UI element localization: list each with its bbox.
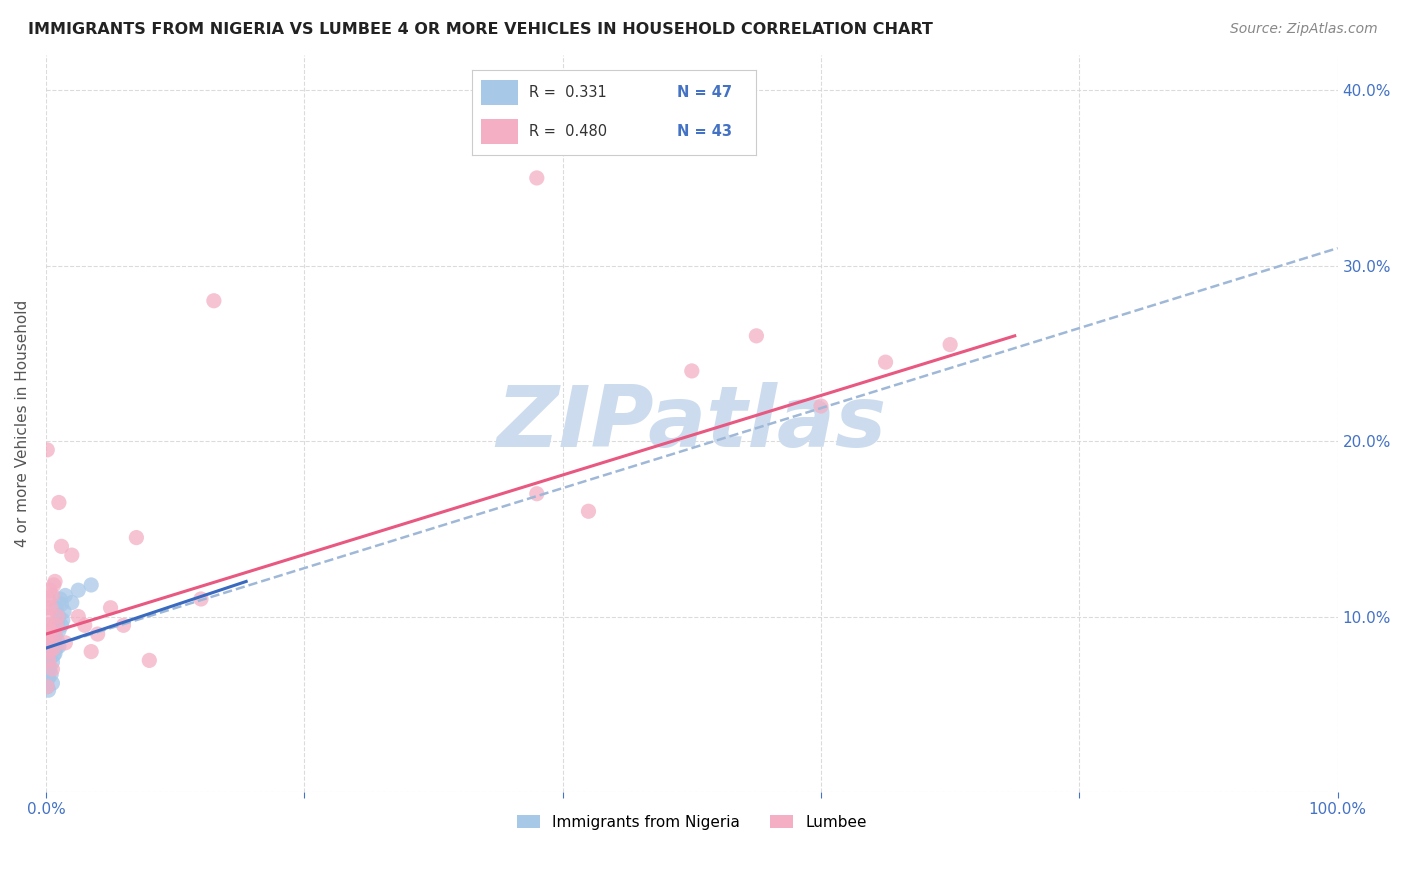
Point <box>46 615 69 629</box>
Point <box>42 641 65 656</box>
Point <box>39 645 62 659</box>
Point <box>745 328 768 343</box>
Point <box>38 592 60 607</box>
Point <box>38 636 60 650</box>
Point <box>67 583 90 598</box>
Point <box>38 583 60 598</box>
Point <box>42 620 65 634</box>
Point <box>37 609 59 624</box>
Point <box>38 653 60 667</box>
Point <box>60 548 83 562</box>
Point <box>681 364 703 378</box>
Point <box>48 640 70 654</box>
Text: ZIPatlas: ZIPatlas <box>496 382 887 465</box>
Point <box>37 665 59 680</box>
Point <box>46 609 69 624</box>
Point <box>41 662 63 676</box>
Point <box>41 676 63 690</box>
Point <box>49 592 72 607</box>
Legend: Immigrants from Nigeria, Lumbee: Immigrants from Nigeria, Lumbee <box>510 809 873 836</box>
Point <box>37 636 59 650</box>
Point <box>37 680 59 694</box>
Point <box>41 655 63 669</box>
Point <box>38 624 60 638</box>
Point <box>41 589 63 603</box>
Point <box>38 658 60 673</box>
Point <box>44 618 66 632</box>
Point <box>37 618 59 632</box>
Point <box>38 651 60 665</box>
Point <box>38 640 60 654</box>
Point <box>52 613 75 627</box>
Point <box>48 624 70 638</box>
Point <box>578 504 600 518</box>
Point <box>38 683 60 698</box>
Point <box>51 540 73 554</box>
Point <box>42 648 65 662</box>
Point <box>86 627 108 641</box>
Point <box>38 618 60 632</box>
Point <box>53 636 76 650</box>
Point <box>38 631 60 645</box>
Point <box>41 636 63 650</box>
Point <box>46 634 69 648</box>
Point <box>38 627 60 641</box>
Point <box>38 645 60 659</box>
Point <box>39 600 62 615</box>
Point <box>38 624 60 638</box>
Point <box>939 337 962 351</box>
Point <box>100 600 122 615</box>
Point <box>37 442 59 457</box>
Point <box>810 399 832 413</box>
Point <box>45 618 67 632</box>
Point <box>53 604 76 618</box>
Point <box>48 609 70 624</box>
Point <box>45 641 67 656</box>
Point <box>39 667 62 681</box>
Point <box>38 662 60 676</box>
Point <box>73 618 96 632</box>
Text: Source: ZipAtlas.com: Source: ZipAtlas.com <box>1230 22 1378 37</box>
Point <box>37 641 59 656</box>
Text: IMMIGRANTS FROM NIGERIA VS LUMBEE 4 OR MORE VEHICLES IN HOUSEHOLD CORRELATION CH: IMMIGRANTS FROM NIGERIA VS LUMBEE 4 OR M… <box>28 22 934 37</box>
Point <box>45 600 67 615</box>
Point <box>41 622 63 636</box>
Point <box>44 627 66 641</box>
Point <box>526 487 548 501</box>
Point <box>112 618 135 632</box>
Point <box>37 680 59 694</box>
Point <box>202 293 225 308</box>
Point <box>44 646 66 660</box>
Point <box>875 355 897 369</box>
Point <box>37 653 59 667</box>
Point <box>51 618 73 632</box>
Point <box>38 671 60 685</box>
Point <box>53 589 76 603</box>
Point <box>80 578 103 592</box>
Point <box>38 632 60 647</box>
Point <box>38 627 60 641</box>
Point <box>39 634 62 648</box>
Point <box>44 574 66 589</box>
Point <box>526 170 548 185</box>
Point <box>37 648 59 662</box>
Point <box>37 600 59 615</box>
Point <box>42 631 65 645</box>
Point <box>42 578 65 592</box>
Point <box>190 592 212 607</box>
Point <box>39 625 62 640</box>
Point <box>67 609 90 624</box>
Y-axis label: 4 or more Vehicles in Household: 4 or more Vehicles in Household <box>15 300 30 547</box>
Point <box>80 645 103 659</box>
Point <box>45 616 67 631</box>
Point <box>60 595 83 609</box>
Point <box>44 629 66 643</box>
Point <box>51 597 73 611</box>
Point <box>125 531 148 545</box>
Point <box>39 631 62 645</box>
Point <box>48 495 70 509</box>
Point <box>138 653 160 667</box>
